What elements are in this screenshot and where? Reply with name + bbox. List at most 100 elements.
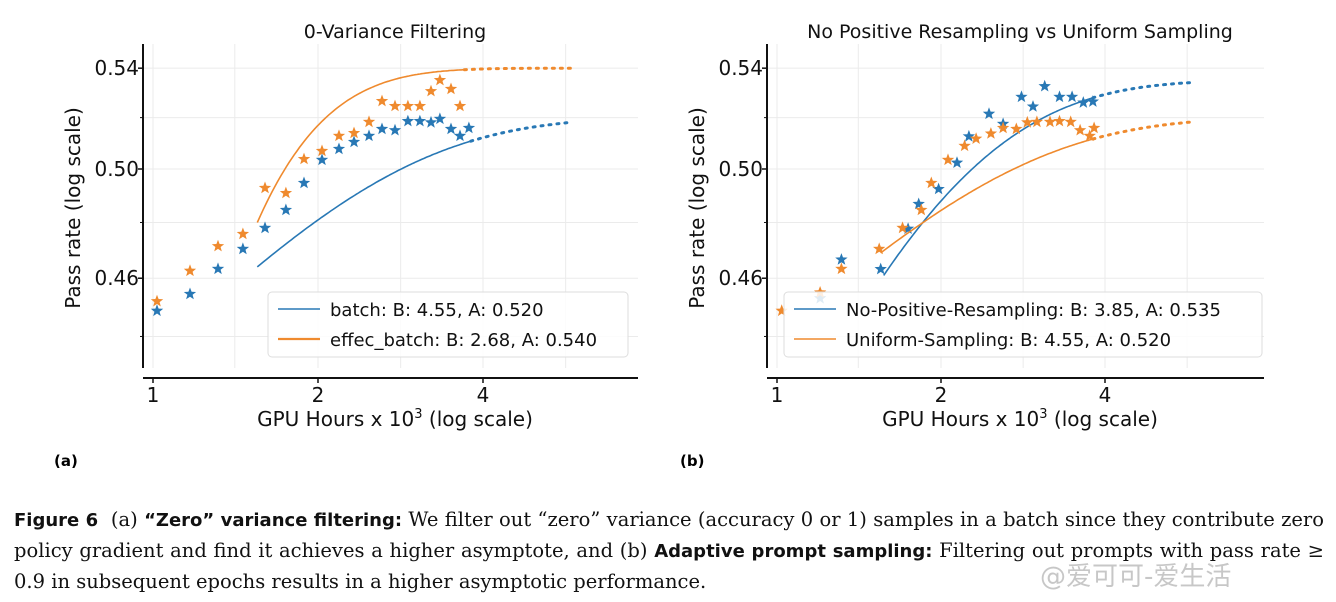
- chart-zero-variance-filtering: 1 2 4 0.46 0.50 0.54 0-Variance Filtering GPU H…: [61, 21, 638, 431]
- y-axis-label: Pass rate (log scale): [61, 107, 85, 309]
- fit-curve: [880, 138, 1093, 254]
- y-tick-label: 0.46: [94, 266, 139, 290]
- data-point: [183, 287, 197, 300]
- watermark: @爱可可-爱生活: [1040, 562, 1232, 592]
- data-point: [347, 126, 361, 139]
- caption-part-b-text: Filtering out prompts with pass rate ≥ 0…: [14, 539, 1324, 593]
- y-tick-label: 0.50: [94, 157, 139, 181]
- data-point: [444, 82, 458, 95]
- caption-part-a-text: We filter out “zero” variance (accuracy …: [14, 508, 1324, 562]
- data-point: [932, 182, 945, 195]
- subfigure-label-b: (b): [680, 452, 705, 470]
- x-tick-label: 1: [771, 383, 784, 407]
- data-point: [1073, 123, 1087, 136]
- data-point: [150, 294, 164, 307]
- extrapolation-curve: [462, 66, 573, 72]
- data-point: [1077, 96, 1090, 108]
- figure-caption: Figure 6 (a) “Zero” variance filtering: …: [14, 505, 1324, 597]
- legend-label: Uniform-Sampling: B: 4.55, A: 0.520: [846, 330, 1171, 351]
- x-tick-label: 2: [312, 383, 325, 407]
- series-0: [814, 79, 1195, 304]
- legend-label: effec_batch: B: 2.68, A: 0.540: [330, 330, 597, 351]
- data-point: [279, 203, 293, 216]
- legend: No-Positive-Resampling: B: 3.85, A: 0.53…: [783, 291, 1263, 358]
- data-point: [347, 135, 361, 148]
- chart-title: No Positive Resampling vs Uniform Sampli…: [807, 21, 1233, 43]
- data-point: [1038, 79, 1051, 92]
- data-point: [413, 114, 427, 127]
- data-point: [413, 99, 427, 112]
- data-point: [211, 262, 225, 275]
- extrapolation-curve: [469, 120, 573, 143]
- x-tick-label: 2: [935, 383, 948, 407]
- data-point: [982, 107, 996, 120]
- data-point: [362, 129, 376, 142]
- y-tick-label: 0.50: [718, 157, 763, 181]
- data-point: [453, 129, 467, 142]
- fit-curve: [256, 68, 464, 223]
- data-point: [873, 242, 886, 255]
- data-point: [941, 153, 955, 166]
- data-point: [150, 304, 164, 317]
- data-point: [433, 73, 447, 86]
- data-point: [1026, 100, 1040, 112]
- data-point: [424, 115, 438, 128]
- chart-no-positive-resampling: 1 2 4 0.46 0.50 0.54 No Positive Resampling vs…: [685, 21, 1264, 431]
- data-point: [835, 253, 848, 265]
- data-point: [433, 112, 447, 125]
- data-point: [315, 153, 329, 166]
- data-point: [901, 222, 915, 234]
- data-point: [362, 115, 376, 128]
- data-point: [297, 152, 311, 165]
- caption-part-b-label: (b): [619, 539, 648, 562]
- data-point: [332, 129, 346, 142]
- data-point: [969, 132, 983, 144]
- data-point: [912, 197, 925, 210]
- x-tick-label: 4: [477, 383, 490, 407]
- y-axis-label: Pass rate (log scale): [685, 107, 709, 309]
- legend-box: [783, 291, 1263, 358]
- extrapolation-curve: [1091, 120, 1195, 141]
- data-point: [388, 99, 402, 112]
- legend-label: No-Positive-Resampling: B: 3.85, A: 0.53…: [846, 300, 1221, 321]
- data-point: [950, 156, 964, 168]
- series-1: [775, 114, 1195, 317]
- data-point: [401, 99, 415, 112]
- data-point: [1087, 121, 1101, 134]
- data-point: [1053, 114, 1066, 127]
- x-axis-label: GPU Hours x 103 (log scale): [257, 407, 533, 431]
- y-tick-label: 0.54: [94, 56, 139, 80]
- legend-label: batch: B: 4.55, A: 0.520: [330, 300, 544, 321]
- data-point: [1064, 115, 1077, 128]
- x-axis-label: GPU Hours x 103 (log scale): [882, 407, 1158, 431]
- data-point: [896, 221, 909, 234]
- data-point: [424, 84, 438, 97]
- x-tick-label: 1: [147, 383, 160, 407]
- caption-part-a-title: “Zero” variance filtering:: [144, 510, 403, 531]
- data-point: [315, 144, 329, 157]
- data-point: [1010, 122, 1023, 135]
- data-point: [211, 239, 225, 252]
- data-point: [1030, 115, 1044, 128]
- data-point: [236, 242, 250, 255]
- data-point: [1083, 129, 1096, 142]
- extrapolation-curve: [1091, 81, 1195, 100]
- data-point: [183, 264, 197, 277]
- data-point: [775, 304, 788, 317]
- data-point: [996, 121, 1010, 134]
- legend-box: [267, 291, 629, 358]
- y-tick-label: 0.54: [718, 56, 763, 80]
- data-point: [332, 142, 346, 155]
- data-point: [874, 262, 887, 275]
- caption-figure-number: Figure 6: [14, 510, 99, 531]
- data-point: [297, 176, 311, 189]
- data-point: [462, 121, 476, 134]
- data-point: [1043, 115, 1057, 128]
- data-point: [453, 99, 467, 112]
- data-point: [1065, 90, 1079, 103]
- data-point: [925, 176, 938, 189]
- subfigure-label-a: (a): [54, 452, 78, 470]
- data-point: [279, 186, 293, 199]
- data-point: [236, 227, 250, 240]
- data-point: [1086, 95, 1099, 107]
